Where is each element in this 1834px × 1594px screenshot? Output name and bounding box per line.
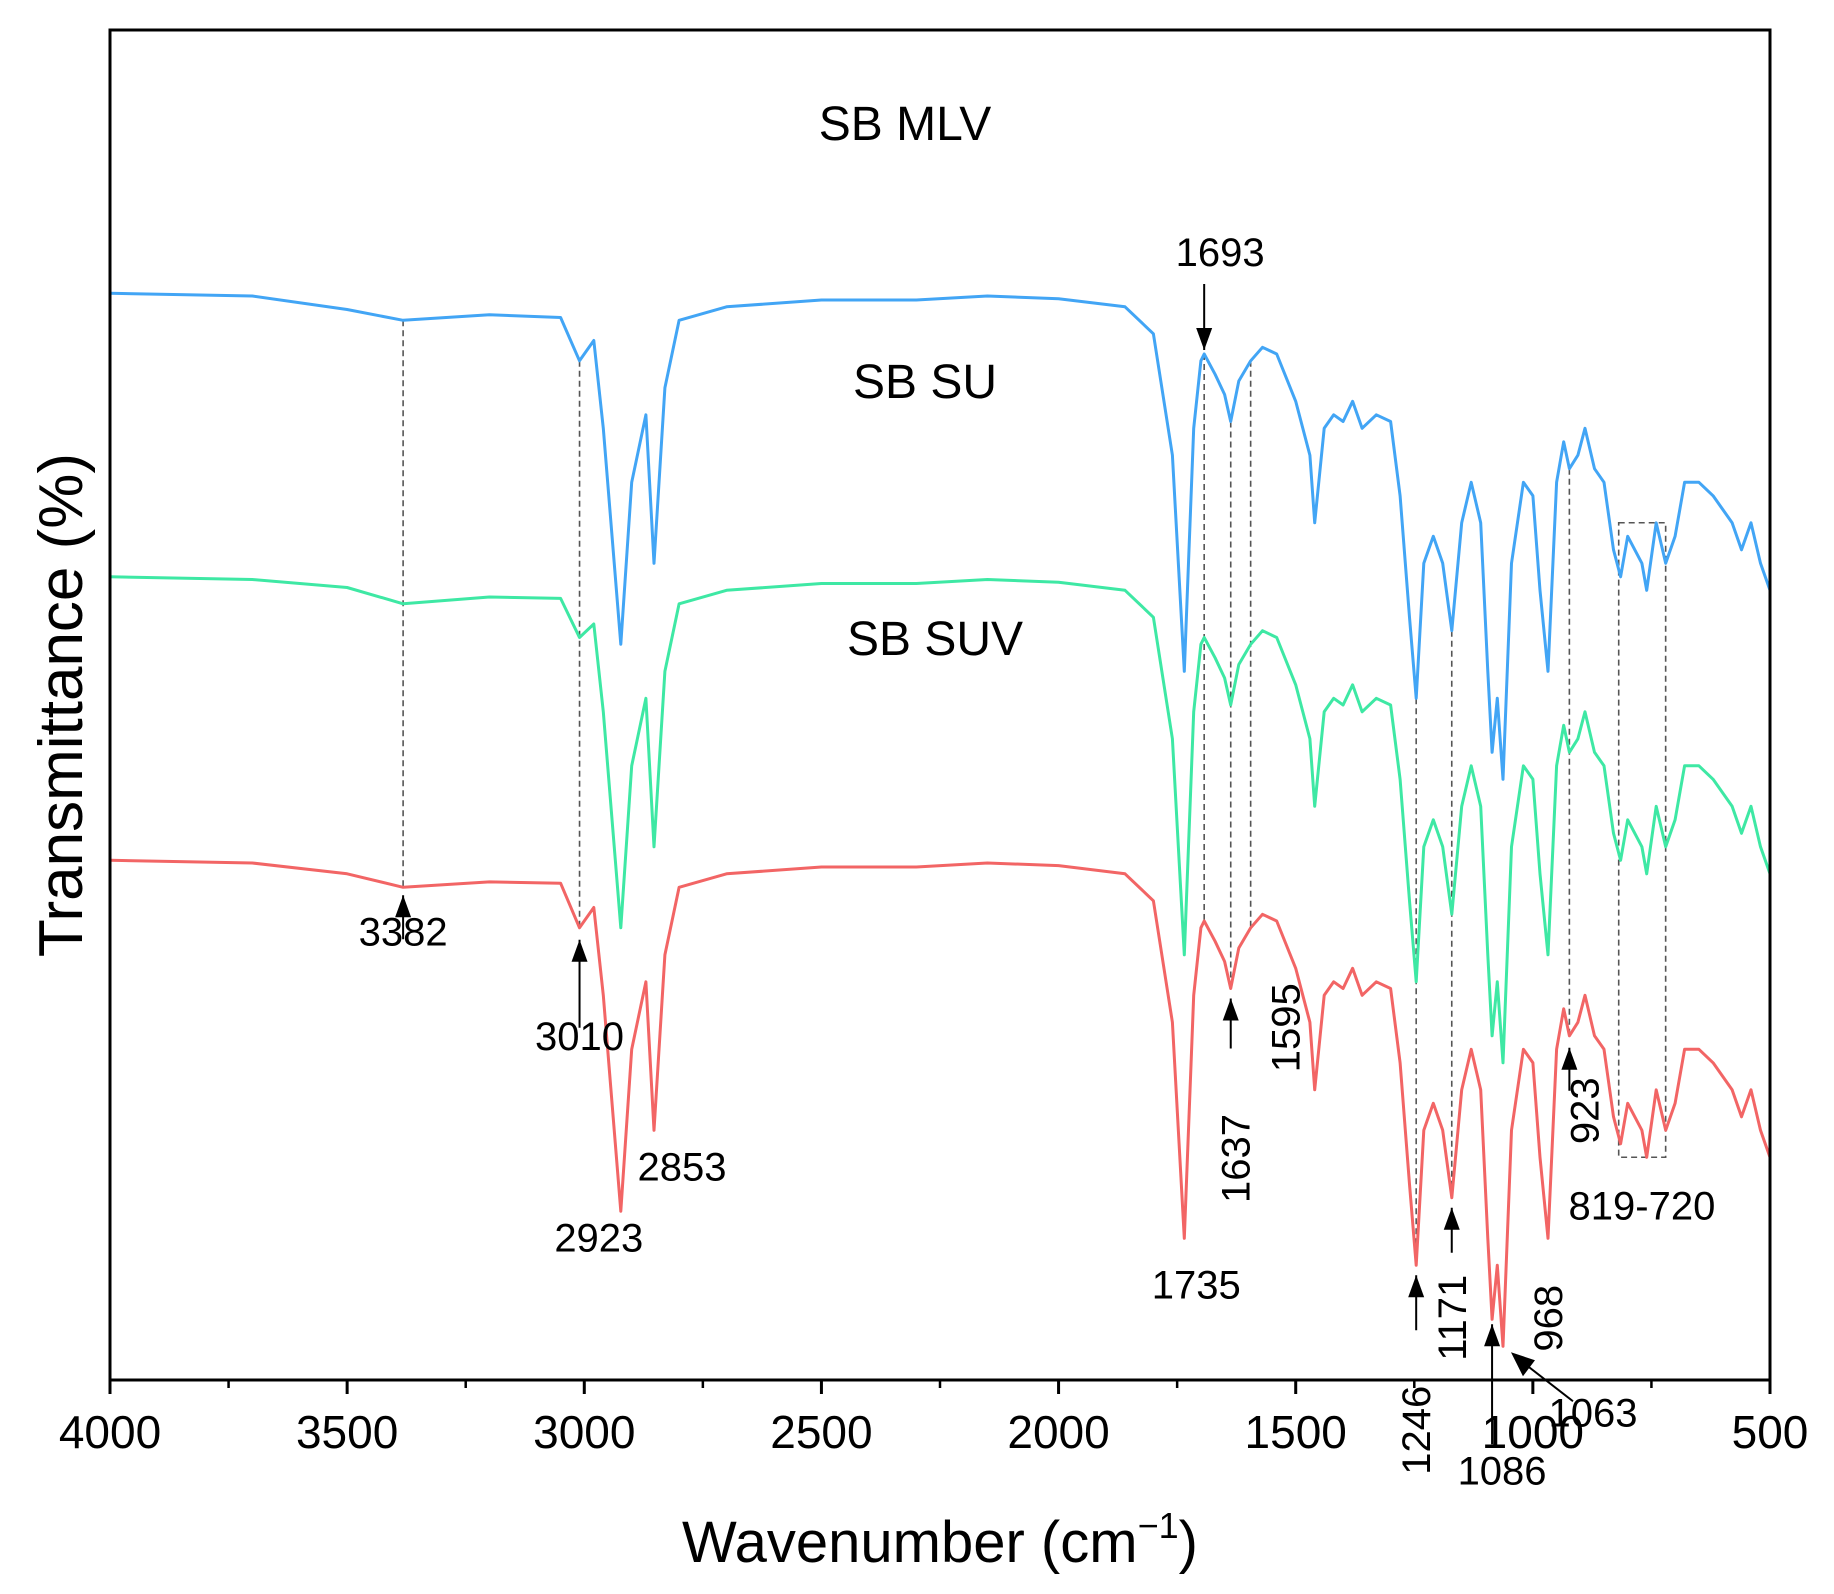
peak-label-1086: 1086 xyxy=(1458,1449,1547,1493)
arrow-1171 xyxy=(1443,1207,1460,1230)
x-tick-label: 1500 xyxy=(1245,1406,1347,1458)
x-tick-label: 2500 xyxy=(770,1406,872,1458)
peak-label-1735: 1735 xyxy=(1152,1263,1241,1307)
peak-label-1693: 1693 xyxy=(1176,231,1265,275)
x-axis-label-main: Wavenumber (cm xyxy=(682,1510,1138,1575)
arrow-1246 xyxy=(1408,1275,1425,1298)
series-line-2 xyxy=(109,858,1772,1348)
x-axis-label: Wavenumber (cm−1) xyxy=(682,1505,1198,1575)
x-tick-label: 500 xyxy=(1732,1406,1809,1458)
peak-label-2853: 2853 xyxy=(638,1145,727,1189)
x-tick-label: 3000 xyxy=(533,1406,635,1458)
peak-label-1063: 1063 xyxy=(1548,1391,1637,1435)
series-label-2: SB SUV xyxy=(847,613,1023,666)
peak-label-819-720: 819-720 xyxy=(1569,1184,1716,1228)
arrow-3010 xyxy=(571,939,588,962)
peak-label-1595: 1595 xyxy=(1265,983,1309,1072)
series-line-1 xyxy=(109,575,1772,1065)
y-axis-label: Transmittance (%) xyxy=(27,453,96,957)
arrow-1637 xyxy=(1222,998,1239,1021)
arrow-3382 xyxy=(395,895,412,918)
arrow-1693 xyxy=(1196,328,1213,350)
peak-label-3010: 3010 xyxy=(535,1015,624,1059)
peak-label-1246: 1246 xyxy=(1395,1386,1439,1475)
region-box xyxy=(1617,521,1667,1159)
arrow-1086 xyxy=(1484,1324,1501,1347)
x-tick-label: 3500 xyxy=(296,1406,398,1458)
series-label-0: SB MLV xyxy=(819,98,992,151)
series-group: SB MLV SB SU SB SUV xyxy=(109,98,1772,1380)
peak-label-923: 923 xyxy=(1563,1077,1607,1144)
x-axis-ticks: 4000 3500 3000 2500 2000 1500 1000 500 xyxy=(59,1380,1809,1458)
peak-label-1171: 1171 xyxy=(1431,1275,1475,1361)
arrow-1063 xyxy=(1510,1352,1535,1377)
peak-label-1637: 1637 xyxy=(1215,1114,1259,1203)
x-axis-label-close: ) xyxy=(1179,1510,1198,1575)
x-tick-label: 2000 xyxy=(1007,1406,1109,1458)
arrow-923 xyxy=(1561,1047,1578,1070)
x-tick-label: 4000 xyxy=(59,1406,161,1458)
peak-label-968: 968 xyxy=(1527,1285,1571,1352)
x-tick-label: 1000 xyxy=(1482,1406,1584,1458)
plot-frame xyxy=(108,28,1772,1382)
series-line-0 xyxy=(109,291,1772,781)
x-axis-label-sup: −1 xyxy=(1138,1505,1179,1546)
series-label-1: SB SU xyxy=(853,356,997,409)
peak-label-3382: 3382 xyxy=(359,910,448,954)
peak-label-2923: 2923 xyxy=(554,1216,643,1260)
